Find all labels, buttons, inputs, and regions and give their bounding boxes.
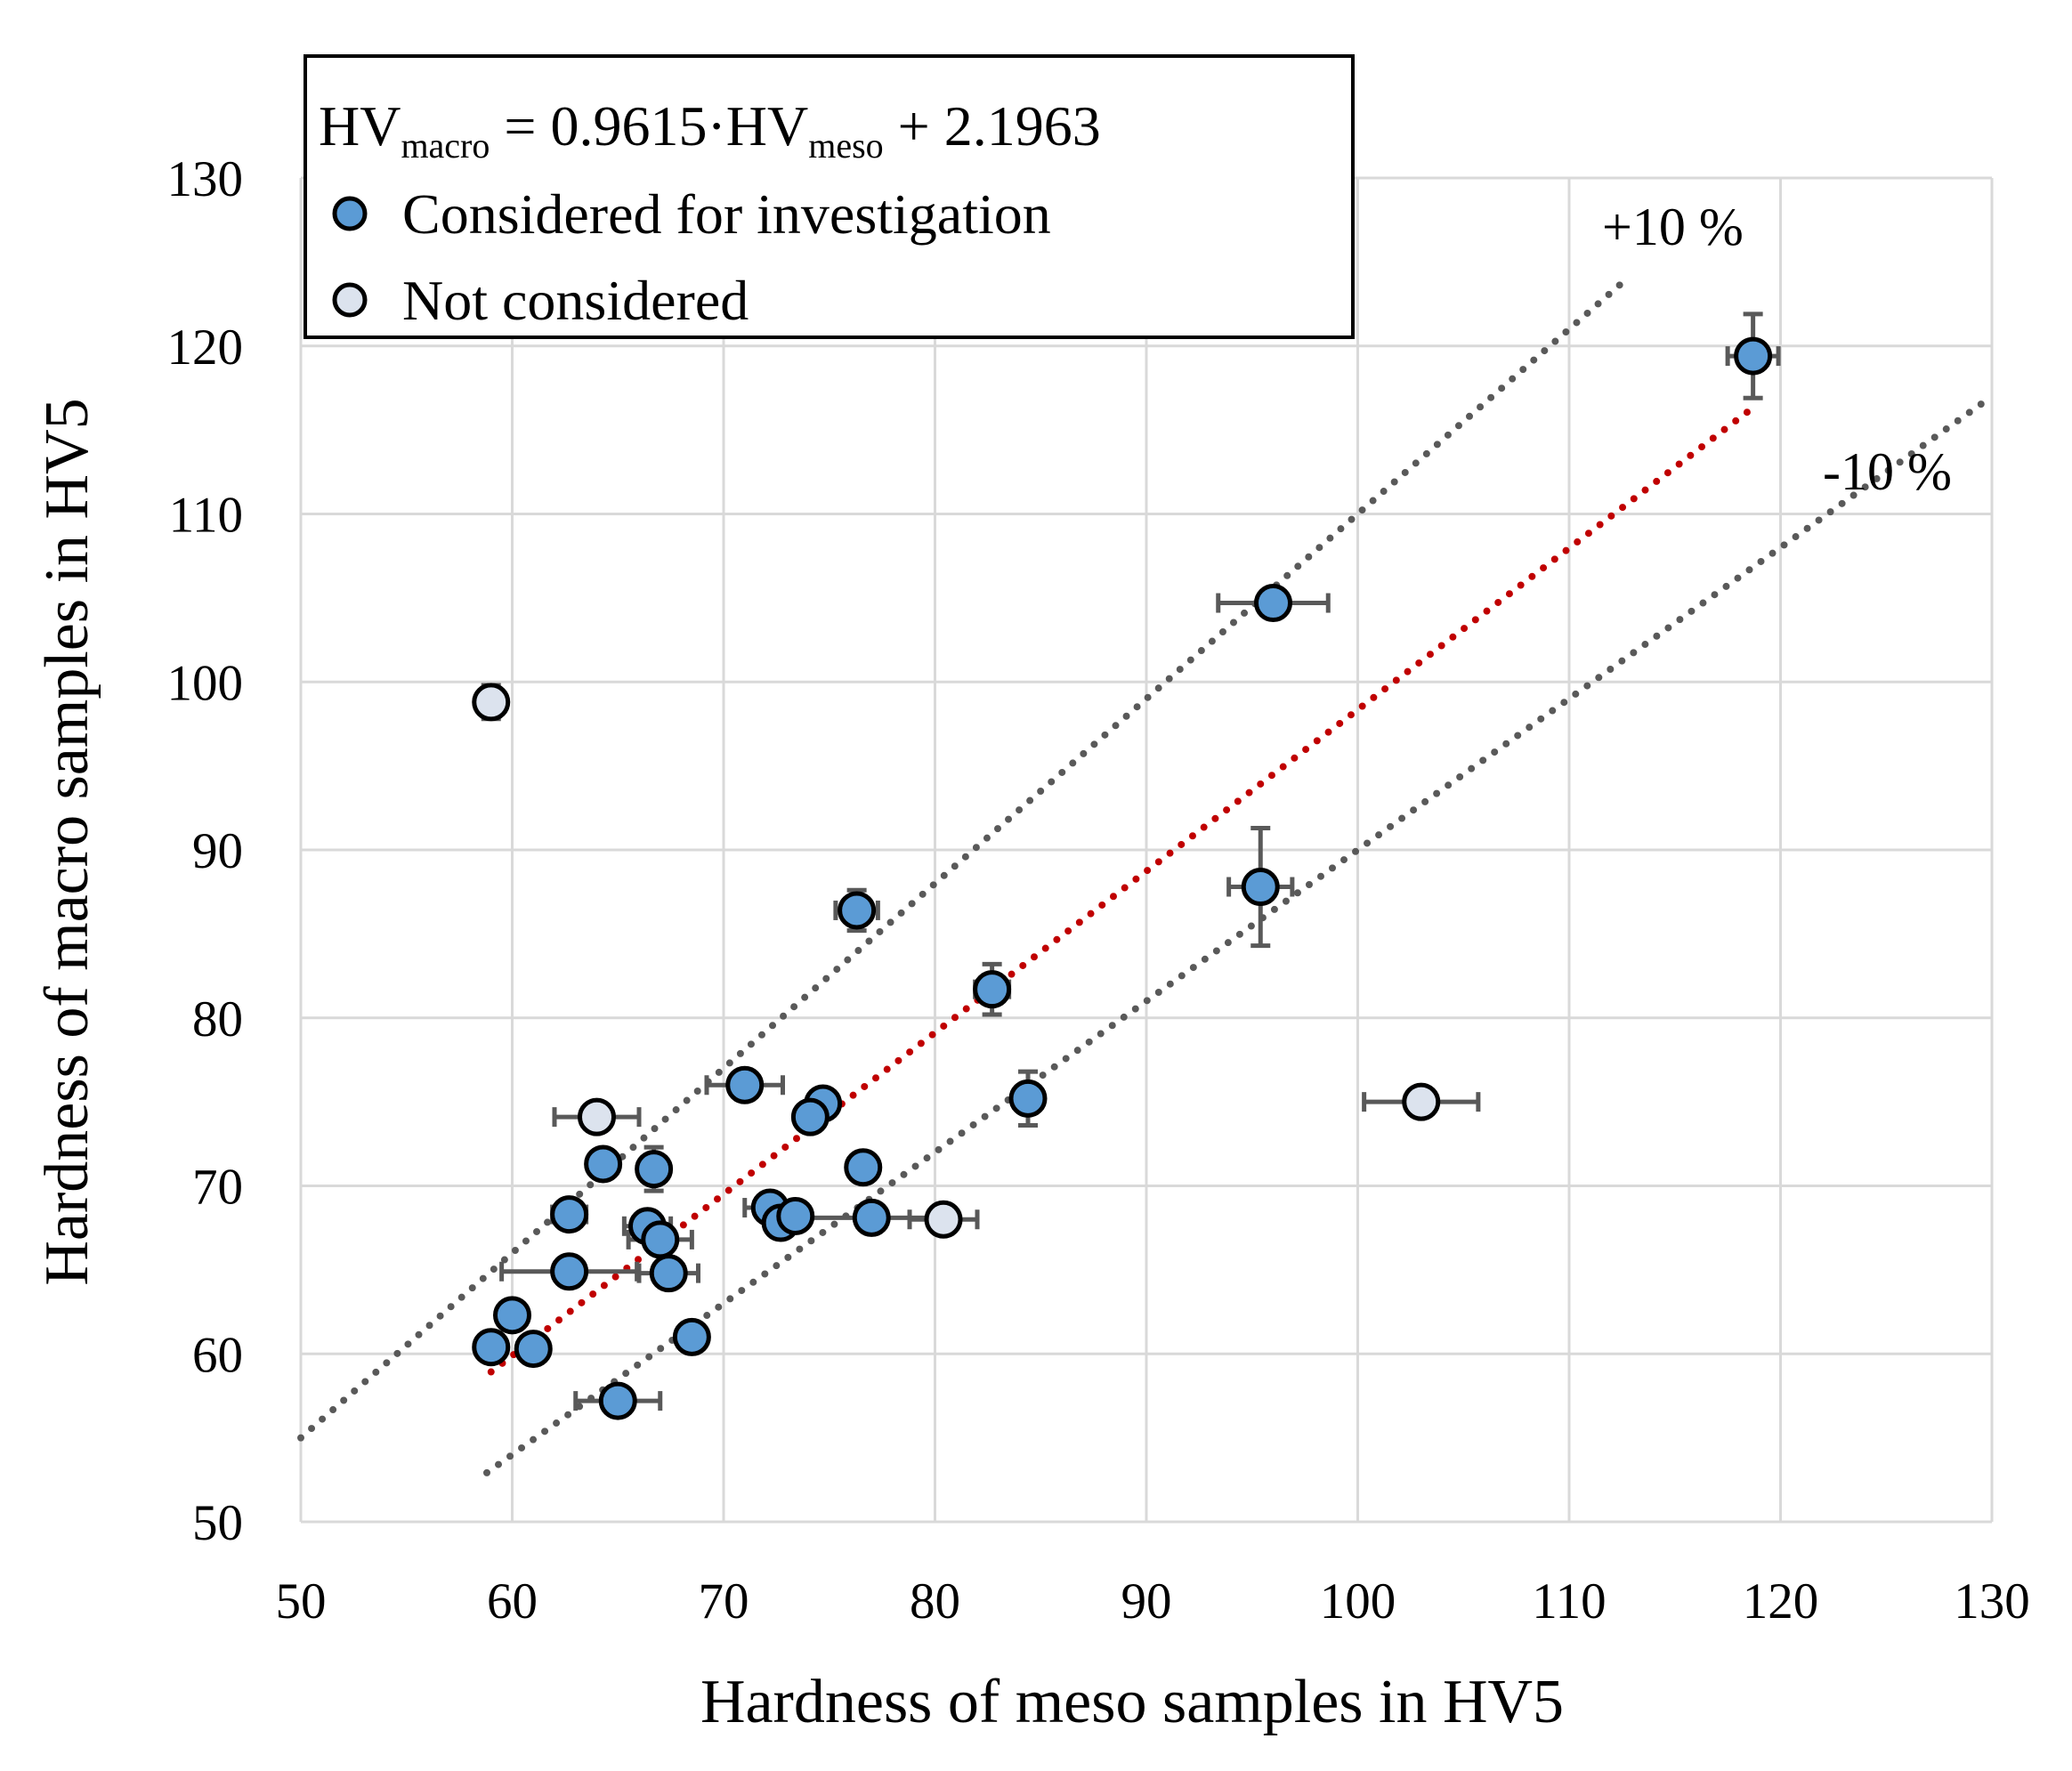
data-point — [493, 1296, 531, 1335]
x-tick-label: 80 — [910, 1573, 960, 1629]
data-point — [1734, 336, 1773, 376]
data-point — [578, 1097, 616, 1136]
y-tick-label: 100 — [167, 655, 244, 711]
data-point — [584, 1144, 623, 1184]
y-axis-title: Hardness of macro samples in HV5 — [33, 398, 101, 1285]
y-tick-labels: 50 60 70 80 90 100 110 120 130 — [167, 151, 244, 1551]
y-tick-label: 50 — [192, 1495, 243, 1551]
y-tick-label: 110 — [169, 488, 243, 544]
data-point — [672, 1317, 711, 1356]
legend-box — [304, 54, 1355, 339]
data-point — [641, 1220, 680, 1259]
x-tick-label: 110 — [1532, 1573, 1606, 1629]
x-tick-label: 90 — [1121, 1573, 1172, 1629]
x-tick-label: 120 — [1743, 1573, 1819, 1629]
data-point — [725, 1065, 765, 1104]
data-point — [1254, 584, 1292, 623]
data-point — [598, 1381, 637, 1420]
tolerance-bands — [297, 279, 1995, 1476]
data-point — [790, 1097, 830, 1136]
y-tick-label: 70 — [192, 1160, 243, 1216]
data-point — [514, 1330, 553, 1369]
x-tick-labels: 50 60 70 80 90 100 110 120 130 — [276, 1573, 2030, 1629]
data-point — [844, 1148, 883, 1187]
equation-lhs-subscript: macro — [401, 125, 490, 166]
legend-label-considered: Considered for investigation — [402, 182, 1051, 246]
legend-label-not-considered: Not considered — [402, 269, 749, 332]
data-point — [550, 1252, 589, 1291]
x-tick-label: 100 — [1320, 1573, 1396, 1629]
y-tick-label: 90 — [192, 823, 243, 879]
equation-rhs-subscript: meso — [808, 125, 883, 166]
x-tick-label: 60 — [487, 1573, 538, 1629]
data-point — [1402, 1082, 1441, 1121]
data-point — [924, 1200, 963, 1239]
regression-line — [487, 404, 1757, 1376]
x-tick-label: 50 — [276, 1573, 327, 1629]
minus-10-percent-label: -10 % — [1823, 442, 1952, 501]
data-points — [472, 336, 1773, 1420]
equation-lhs: HV — [319, 94, 401, 158]
data-point — [776, 1196, 815, 1235]
tolerance-band-line — [297, 279, 1626, 1442]
equation-tail: + 2.1963 — [884, 94, 1101, 158]
y-tick-label: 60 — [192, 1327, 243, 1383]
data-point — [852, 1198, 891, 1237]
y-tick-label: 120 — [167, 319, 244, 376]
data-point — [973, 970, 1012, 1009]
tolerance-band-line — [483, 392, 1995, 1476]
legend-marker-not-considered — [332, 282, 368, 318]
regression-equation: HVmacro = 0.9615·HVmeso + 2.1963 — [319, 94, 1101, 166]
data-point — [550, 1195, 589, 1234]
data-point — [635, 1150, 674, 1189]
grid-lines — [299, 176, 1994, 1524]
x-axis-title: Hardness of meso samples in HV5 — [700, 1668, 1564, 1736]
legend: HVmacro = 0.9615·HVmeso + 2.1963 Conside… — [304, 54, 1355, 339]
data-point — [472, 1328, 511, 1367]
x-tick-label: 130 — [1954, 1573, 2030, 1629]
equation-middle: = 0.9615·HV — [490, 94, 808, 158]
y-tick-label: 130 — [167, 151, 244, 207]
y-tick-label: 80 — [192, 991, 243, 1047]
data-point — [472, 683, 511, 722]
plus-10-percent-label: +10 % — [1602, 198, 1744, 256]
legend-marker-considered — [332, 196, 368, 231]
x-tick-label: 70 — [699, 1573, 749, 1629]
data-point — [1008, 1079, 1048, 1118]
data-point — [649, 1254, 688, 1293]
data-point — [838, 891, 877, 930]
fit-line — [487, 404, 1757, 1376]
data-point — [1241, 868, 1280, 907]
